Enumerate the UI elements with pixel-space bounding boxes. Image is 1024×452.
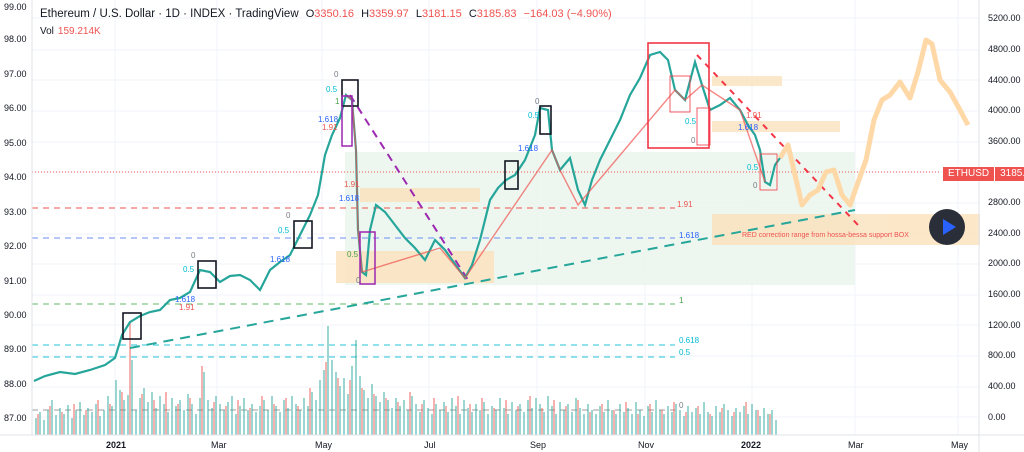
forecast-series	[777, 37, 971, 208]
downtrend-line-purple	[349, 94, 469, 281]
svg-text:0.5: 0.5	[347, 250, 359, 259]
support-trendline	[129, 209, 856, 349]
svg-text:Sep: Sep	[530, 440, 546, 450]
svg-text:May: May	[315, 440, 333, 450]
svg-text:4400.00: 4400.00	[988, 75, 1021, 85]
last-price-tag: ETHUSD 3185.83	[943, 167, 1024, 181]
svg-text:1.91: 1.91	[322, 123, 338, 132]
svg-text:1.618: 1.618	[679, 231, 700, 240]
purple-box	[359, 231, 376, 285]
svg-text:0.00: 0.00	[988, 412, 1006, 422]
svg-text:0: 0	[679, 401, 684, 410]
svg-text:2000.00: 2000.00	[988, 258, 1021, 268]
open-value: 3350.16	[314, 8, 355, 20]
price-tag-value: 3185.83	[995, 167, 1024, 181]
svg-text:1.618: 1.618	[318, 115, 339, 124]
svg-text:0.5: 0.5	[685, 117, 697, 126]
svg-text:0.5: 0.5	[747, 163, 759, 172]
fib-annotations: 1.91 1.618 1 0.618 0.5 0 0 0.5 1 1.618 1…	[175, 70, 762, 410]
svg-text:0: 0	[691, 136, 696, 145]
svg-text:0.5: 0.5	[183, 265, 195, 274]
svg-text:4000.00: 4000.00	[988, 105, 1021, 115]
svg-text:0: 0	[753, 181, 758, 190]
price-series-down	[345, 84, 766, 280]
svg-text:2022: 2022	[741, 440, 761, 450]
svg-text:0.5: 0.5	[528, 111, 540, 120]
svg-text:0: 0	[191, 251, 196, 260]
change-value: −164.03 (−4.90%)	[523, 8, 612, 20]
low-value: 3181.15	[421, 8, 462, 20]
svg-text:1.618: 1.618	[175, 295, 196, 304]
svg-text:0: 0	[356, 276, 361, 285]
svg-text:88.00: 88.00	[4, 379, 27, 389]
svg-text:90.00: 90.00	[4, 310, 27, 320]
symbol-title: Ethereum / U.S. Dollar · 1D · INDEX · Tr…	[40, 8, 299, 20]
red-boxes-thin	[669, 75, 778, 191]
svg-text:96.00: 96.00	[4, 103, 27, 113]
volume-bars	[35, 322, 777, 435]
svg-text:98.00: 98.00	[4, 34, 27, 44]
svg-text:2800.00: 2800.00	[988, 197, 1021, 207]
svg-text:99.00: 99.00	[4, 2, 27, 12]
svg-text:1: 1	[335, 97, 340, 106]
svg-text:2400.00: 2400.00	[988, 228, 1021, 238]
svg-text:94.00: 94.00	[4, 172, 27, 182]
svg-text:0: 0	[535, 97, 540, 106]
svg-text:1.618: 1.618	[339, 194, 360, 203]
svg-text:0.5: 0.5	[278, 226, 290, 235]
downtrend-line-red	[696, 54, 859, 226]
svg-text:0: 0	[286, 211, 291, 220]
svg-text:800.00: 800.00	[988, 350, 1016, 360]
svg-text:89.00: 89.00	[4, 344, 27, 354]
svg-text:1.91: 1.91	[677, 200, 693, 209]
svg-text:1200.00: 1200.00	[988, 320, 1021, 330]
svg-text:1.618: 1.618	[738, 123, 759, 132]
svg-text:3600.00: 3600.00	[988, 136, 1021, 146]
fib-lines	[32, 171, 940, 411]
svg-text:1600.00: 1600.00	[988, 289, 1021, 299]
price-series	[33, 50, 781, 383]
left-axis-labels: 99.00 98.00 97.00 96.00 95.00 94.00 93.0…	[4, 2, 27, 423]
svg-text:91.00: 91.00	[4, 276, 27, 286]
purple-box	[341, 95, 353, 147]
svg-text:97.00: 97.00	[4, 69, 27, 79]
svg-text:400.00: 400.00	[988, 381, 1016, 391]
high-value: 3359.97	[369, 8, 409, 20]
svg-text:1.91: 1.91	[746, 111, 762, 120]
svg-text:1.91: 1.91	[344, 180, 360, 189]
time-axis-labels[interactable]: 2021 Mar May Jul Sep Nov 2022 Mar May	[106, 440, 969, 450]
svg-text:5200.00: 5200.00	[988, 13, 1021, 23]
volume-value: 159.214K	[57, 26, 101, 37]
consolidation-boxes	[122, 79, 552, 340]
svg-text:2021: 2021	[106, 440, 126, 450]
svg-text:0.5: 0.5	[679, 348, 691, 357]
svg-text:Mar: Mar	[848, 440, 864, 450]
svg-text:1: 1	[679, 296, 684, 305]
right-axis-labels[interactable]: 5200.00 4800.00 4400.00 4000.00 3600.00 …	[988, 13, 1021, 422]
svg-text:95.00: 95.00	[4, 138, 27, 148]
svg-text:Jul: Jul	[424, 440, 436, 450]
price-tag-symbol: ETHUSD	[943, 167, 995, 181]
svg-text:Nov: Nov	[638, 440, 655, 450]
svg-text:92.00: 92.00	[4, 241, 27, 251]
svg-text:1.618: 1.618	[270, 255, 291, 264]
svg-text:0: 0	[334, 70, 339, 79]
red-boxes	[647, 42, 710, 149]
svg-text:May: May	[951, 440, 969, 450]
svg-text:1.91: 1.91	[179, 303, 195, 312]
play-button[interactable]	[929, 209, 965, 245]
svg-text:0.618: 0.618	[679, 336, 700, 345]
close-value: 3185.83	[476, 8, 517, 20]
svg-text:93.00: 93.00	[4, 207, 27, 217]
svg-text:1.618: 1.618	[518, 144, 539, 153]
correction-range-annotation: RED correction range from hossa-bessa su…	[742, 232, 909, 239]
svg-text:4800.00: 4800.00	[988, 44, 1021, 54]
svg-text:0.5: 0.5	[326, 85, 338, 94]
chart-legend: Ethereum / U.S. Dollar · 1D · INDEX · Tr…	[40, 8, 612, 20]
svg-text:Mar: Mar	[211, 440, 227, 450]
volume-legend: Vol 159.214K	[40, 26, 101, 37]
svg-text:87.00: 87.00	[4, 413, 27, 423]
